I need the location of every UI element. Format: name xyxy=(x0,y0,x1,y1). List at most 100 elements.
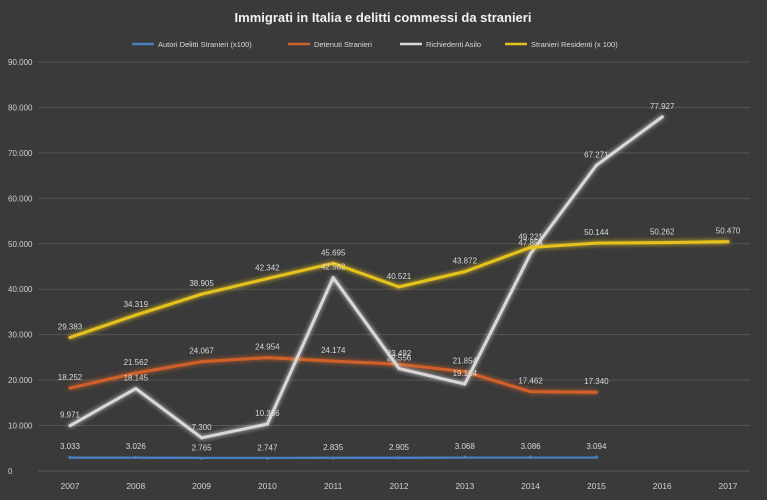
y-tick-label: 10.000 xyxy=(8,422,33,431)
data-point xyxy=(594,241,598,245)
x-tick-label: 2014 xyxy=(521,481,540,491)
data-label: 3.086 xyxy=(521,442,542,451)
x-tick-label: 2013 xyxy=(455,481,474,491)
data-point xyxy=(134,387,138,391)
data-point xyxy=(594,163,598,167)
data-label: 50.470 xyxy=(716,227,741,236)
data-label: 38.905 xyxy=(189,279,214,288)
data-label: 77.927 xyxy=(650,102,675,111)
data-label: 29.383 xyxy=(58,322,83,331)
data-label: 42.562 xyxy=(321,263,346,272)
data-point xyxy=(331,276,335,280)
y-axis: 0 10.000 20.000 30.000 40.000 50.000 60.000 70.… xyxy=(8,58,33,476)
data-point xyxy=(726,240,730,244)
data-point xyxy=(660,115,664,119)
data-label: 50.262 xyxy=(650,228,675,237)
data-point xyxy=(134,371,138,375)
data-label: 10.336 xyxy=(255,409,280,418)
data-point xyxy=(594,455,598,459)
data-label: 3.094 xyxy=(586,442,607,451)
data-point xyxy=(397,456,401,460)
data-point xyxy=(529,390,533,394)
x-tick-label: 2016 xyxy=(653,481,672,491)
y-tick-label: 50.000 xyxy=(8,240,33,249)
data-label: 17.462 xyxy=(518,377,543,386)
data-label: 50.144 xyxy=(584,228,609,237)
chart-title: Immigrati in Italia e delitti commessi d… xyxy=(235,10,532,25)
data-point xyxy=(594,390,598,394)
data-label: 3.068 xyxy=(455,442,476,451)
y-tick-label: 40.000 xyxy=(8,285,33,294)
y-tick-label: 80.000 xyxy=(8,103,33,112)
legend-label: Stranieri Residenti (x 100) xyxy=(531,40,618,49)
data-point xyxy=(529,252,533,256)
data-point xyxy=(463,270,467,274)
series-lines xyxy=(68,115,730,461)
data-label: 45.695 xyxy=(321,248,346,257)
data-label: 2.905 xyxy=(389,443,410,452)
data-point xyxy=(200,360,204,364)
data-point xyxy=(68,386,72,390)
data-point xyxy=(331,261,335,265)
data-point xyxy=(331,456,335,460)
data-point xyxy=(200,292,204,296)
data-label: 2.835 xyxy=(323,443,344,452)
data-point xyxy=(68,335,72,339)
data-label: 24.174 xyxy=(321,346,346,355)
data-label: 49.221 xyxy=(518,232,543,241)
legend: Autori Delitti Stranieri (x100) Detenuti … xyxy=(132,40,618,49)
data-label: 22.556 xyxy=(387,353,412,362)
data-label: 34.319 xyxy=(124,300,149,309)
data-label: 17.340 xyxy=(584,377,609,386)
data-point xyxy=(265,457,269,461)
data-label: 18.145 xyxy=(124,374,149,383)
x-tick-label: 2017 xyxy=(719,481,738,491)
y-tick-label: 90.000 xyxy=(8,58,33,67)
legend-label: Autori Delitti Stranieri (x100) xyxy=(158,40,252,49)
data-label: 2.747 xyxy=(257,444,278,453)
data-point xyxy=(397,366,401,370)
data-label: 67.271 xyxy=(584,150,609,159)
data-label: 19.124 xyxy=(453,369,478,378)
data-point xyxy=(200,456,204,460)
y-tick-label: 30.000 xyxy=(8,331,33,340)
data-point xyxy=(68,424,72,428)
data-point xyxy=(265,356,269,360)
data-label: 47.854 xyxy=(518,239,543,248)
data-label: 9.971 xyxy=(60,411,81,420)
data-point xyxy=(265,277,269,281)
data-label: 42.342 xyxy=(255,264,280,273)
x-tick-label: 2008 xyxy=(126,481,145,491)
x-tick-label: 2009 xyxy=(192,481,211,491)
x-tick-label: 2015 xyxy=(587,481,606,491)
legend-label: Richiedenti Asilo xyxy=(426,40,481,49)
data-label: 40.521 xyxy=(387,272,412,281)
x-tick-label: 2010 xyxy=(258,481,277,491)
data-label: 21.854 xyxy=(453,357,478,366)
data-point xyxy=(463,382,467,386)
legend-label: Detenuti Stranieri xyxy=(314,40,372,49)
data-label: 23.492 xyxy=(387,349,412,358)
data-point xyxy=(529,455,533,459)
data-label: 7.300 xyxy=(192,423,213,432)
x-tick-label: 2011 xyxy=(324,481,343,491)
data-labels: 3.033 3.026 2.765 2.747 2.835 2.905 3.068 3.086… xyxy=(58,102,741,453)
data-point xyxy=(200,436,204,440)
data-point xyxy=(529,245,533,249)
data-label: 24.067 xyxy=(189,347,214,356)
data-point xyxy=(463,455,467,459)
y-tick-label: 20.000 xyxy=(8,376,33,385)
data-label: 18.252 xyxy=(58,373,83,382)
y-tick-label: 60.000 xyxy=(8,194,33,203)
data-point xyxy=(397,285,401,289)
data-label: 3.033 xyxy=(60,442,81,451)
series-line xyxy=(68,115,664,440)
data-point xyxy=(660,241,664,245)
data-label: 3.026 xyxy=(126,442,147,451)
x-axis: 2007 2008 2009 2010 2011 2012 2013 2014 2015 2016… xyxy=(61,481,738,491)
data-label: 24.954 xyxy=(255,343,280,352)
data-label: 43.872 xyxy=(453,257,478,266)
data-point xyxy=(331,359,335,363)
